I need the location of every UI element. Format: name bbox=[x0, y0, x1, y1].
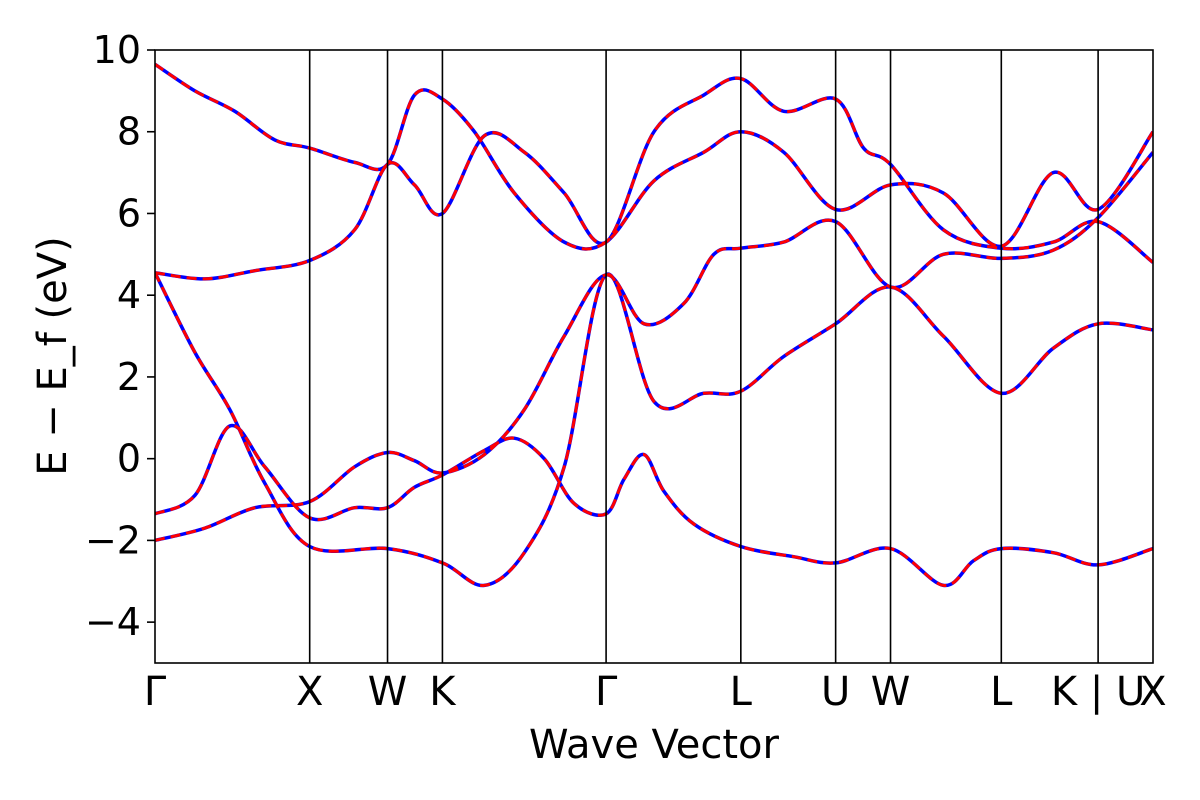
kpoint-label: L bbox=[990, 669, 1013, 715]
y-tick-label: 6 bbox=[117, 191, 141, 235]
band-line-series1-band5 bbox=[155, 62, 1153, 251]
band-line-series2-band1 bbox=[155, 272, 1153, 587]
bands-layer bbox=[155, 62, 1153, 588]
band-line-series2-band3 bbox=[155, 76, 1153, 281]
plot-frame bbox=[154, 49, 1154, 664]
y-tick-label: 10 bbox=[93, 28, 141, 72]
kpoint-label: Γ bbox=[144, 669, 167, 715]
band-line-series2-band2 bbox=[155, 424, 1153, 587]
y-tick-label: 2 bbox=[117, 355, 141, 399]
y-tick-label: 0 bbox=[117, 437, 141, 481]
kpoint-lines bbox=[308, 50, 1099, 663]
y-axis-label: E − E_f (eV) bbox=[30, 236, 76, 475]
kpoint-label: X bbox=[296, 669, 323, 715]
y-tick-label: 4 bbox=[117, 273, 141, 317]
kpoint-label: L bbox=[730, 669, 753, 715]
band-line-series1-band1 bbox=[155, 271, 1153, 588]
kpoint-label: X bbox=[1139, 669, 1166, 715]
kpoint-label: K bbox=[429, 669, 457, 715]
band-line-series1-band2 bbox=[155, 423, 1153, 588]
kpoint-label: W bbox=[871, 669, 911, 715]
y-axis-ticks: −4 −2 0 2 4 6 8 10 bbox=[85, 28, 155, 644]
y-tick-label: −2 bbox=[85, 518, 141, 562]
kpoint-label: Γ bbox=[595, 669, 618, 715]
kpoint-label: K | U bbox=[1051, 669, 1145, 715]
band-line-series2-band4 bbox=[155, 151, 1153, 542]
y-tick-label: −4 bbox=[85, 600, 141, 644]
kpoint-label: W bbox=[368, 669, 408, 715]
band-line-series1-band4 bbox=[155, 151, 1153, 543]
x-axis-label: Wave Vector bbox=[529, 722, 780, 768]
y-tick-label: 8 bbox=[117, 110, 141, 154]
kpoint-label: U bbox=[821, 669, 850, 715]
band-line-series2-band5 bbox=[155, 63, 1153, 251]
